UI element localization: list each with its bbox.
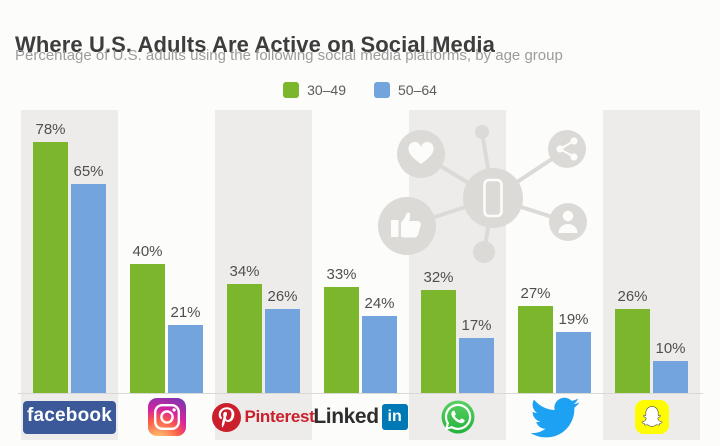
linkedin-logo: Linked in <box>313 404 408 430</box>
bar-value-label: 21% <box>170 304 201 321</box>
legend-swatch-green <box>283 82 300 98</box>
legend-swatch-blue <box>374 82 390 98</box>
pinterest-p-icon <box>212 402 242 432</box>
bar-linkedin-30–49 <box>324 287 359 393</box>
bar-facebook-30–49 <box>33 142 68 393</box>
bar-twitter-50–64 <box>556 332 591 393</box>
legend-item-50-64: 50–64 <box>374 82 437 98</box>
social-network-watermark-icon <box>378 125 587 263</box>
legend-label: 50–64 <box>398 82 437 98</box>
legend-item-30-49: 30–49 <box>283 82 346 98</box>
bar-value-label: 34% <box>229 263 260 280</box>
bar-twitter-30–49 <box>518 306 553 393</box>
watermark-person-circle <box>549 203 587 241</box>
bar-linkedin-50–64 <box>362 316 397 393</box>
bar-value-label: 26% <box>267 288 298 305</box>
facebook-logo-cell: facebook <box>21 394 118 440</box>
watermark-phone-circle <box>463 168 523 228</box>
pinterest-logo-cell: Pinterest <box>212 394 315 440</box>
snapchat-logo-cell <box>603 394 700 440</box>
bar-value-label: 65% <box>73 163 104 180</box>
bar-value-label: 24% <box>364 295 395 312</box>
bar-chart: 78% 65% facebook 40% 21% 34% 26% Pinterest 33% 24… <box>18 110 703 440</box>
watermark-dot <box>473 241 495 263</box>
bar-value-label: 33% <box>326 266 357 283</box>
bar-instagram-30–49 <box>130 264 165 393</box>
twitter-bird-icon <box>530 397 579 437</box>
person-icon <box>558 210 578 233</box>
bar-pinterest-30–49 <box>227 284 262 393</box>
snapchat-ghost-icon <box>640 406 663 427</box>
legend: 30–49 50–64 <box>0 82 720 98</box>
legend-label: 30–49 <box>307 82 346 98</box>
bar-whatsapp-30–49 <box>421 290 456 393</box>
twitter-logo-cell <box>506 394 603 440</box>
facebook-logo: facebook <box>23 400 116 434</box>
pinterest-logo: Pinterest <box>212 402 315 432</box>
bar-snapchat-30–49 <box>615 309 650 393</box>
bar-value-label: 17% <box>461 317 492 334</box>
bar-value-label: 19% <box>558 311 589 328</box>
bar-whatsapp-50–64 <box>459 338 494 393</box>
whatsapp-logo <box>441 400 474 434</box>
share-icon <box>556 137 578 161</box>
bar-value-label: 32% <box>423 269 454 286</box>
snapchat-logo <box>634 400 669 434</box>
instagram-logo <box>147 398 186 436</box>
bar-facebook-50–64 <box>71 184 106 393</box>
bar-value-label: 10% <box>655 340 686 357</box>
heart-icon <box>408 141 434 164</box>
bar-snapchat-50–64 <box>653 361 688 393</box>
linkedin-logo-cell: Linked in <box>312 394 409 440</box>
page-title: Where U.S. Adults Are Active on Social M… <box>15 31 495 57</box>
thumbs-up-icon <box>391 212 421 238</box>
bars-layer: 78% 65% facebook 40% 21% 34% 26% Pinterest 33% 24… <box>18 110 703 440</box>
whatsapp-logo-cell <box>409 394 506 440</box>
bar-value-label: 27% <box>520 285 551 302</box>
instagram-camera-icon <box>153 403 180 431</box>
bar-value-label: 40% <box>132 243 163 260</box>
bar-pinterest-50–64 <box>265 309 300 393</box>
bar-value-label: 78% <box>35 121 66 138</box>
bar-instagram-50–64 <box>168 325 203 393</box>
bar-value-label: 26% <box>617 288 648 305</box>
watermark-dot <box>475 125 489 139</box>
instagram-logo-cell <box>118 394 215 440</box>
chart-subtitle: Percentage of U.S. adults using the foll… <box>15 47 563 64</box>
chart-baseline <box>18 393 703 394</box>
